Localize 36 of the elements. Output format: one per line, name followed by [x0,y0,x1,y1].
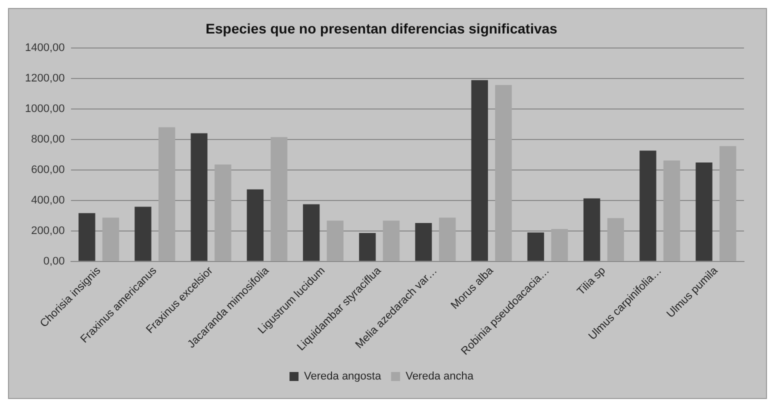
bar [214,164,232,261]
bar [495,85,512,261]
legend-label: Vereda ancha [406,370,474,383]
y-tick-label: 1200,00 [24,72,65,84]
bar [415,223,432,261]
bar [382,220,400,261]
y-tick-label: 1000,00 [24,102,65,115]
y-tick-label: 400,00 [31,194,65,206]
bar [190,133,208,261]
bar [720,146,736,261]
legend-label: Vereda angosta [304,370,382,383]
bar [663,160,680,261]
y-tick-label: 200,00 [31,224,65,237]
bar [246,189,264,261]
y-tick-label: 0,00 [43,255,65,268]
bar [302,204,320,261]
bar [326,220,344,261]
bar [471,80,488,261]
y-tick-label: 1400,00 [24,42,65,54]
bar [270,137,288,261]
bar [134,206,152,261]
y-tick-label: 600,00 [31,164,65,176]
bar [359,232,376,261]
bar [640,150,656,261]
chart-title: Especies que no presentan diferencias significativas [206,20,558,36]
bar [102,218,120,261]
y-tick-label: 800,00 [31,133,65,146]
bar [439,218,456,261]
bar [527,232,544,261]
bar [607,218,624,261]
bar [696,162,712,261]
bar [78,213,96,261]
bar [551,229,568,261]
bar [583,198,600,261]
bar [158,127,176,261]
x-tick-label: Tilia sp [575,264,608,298]
